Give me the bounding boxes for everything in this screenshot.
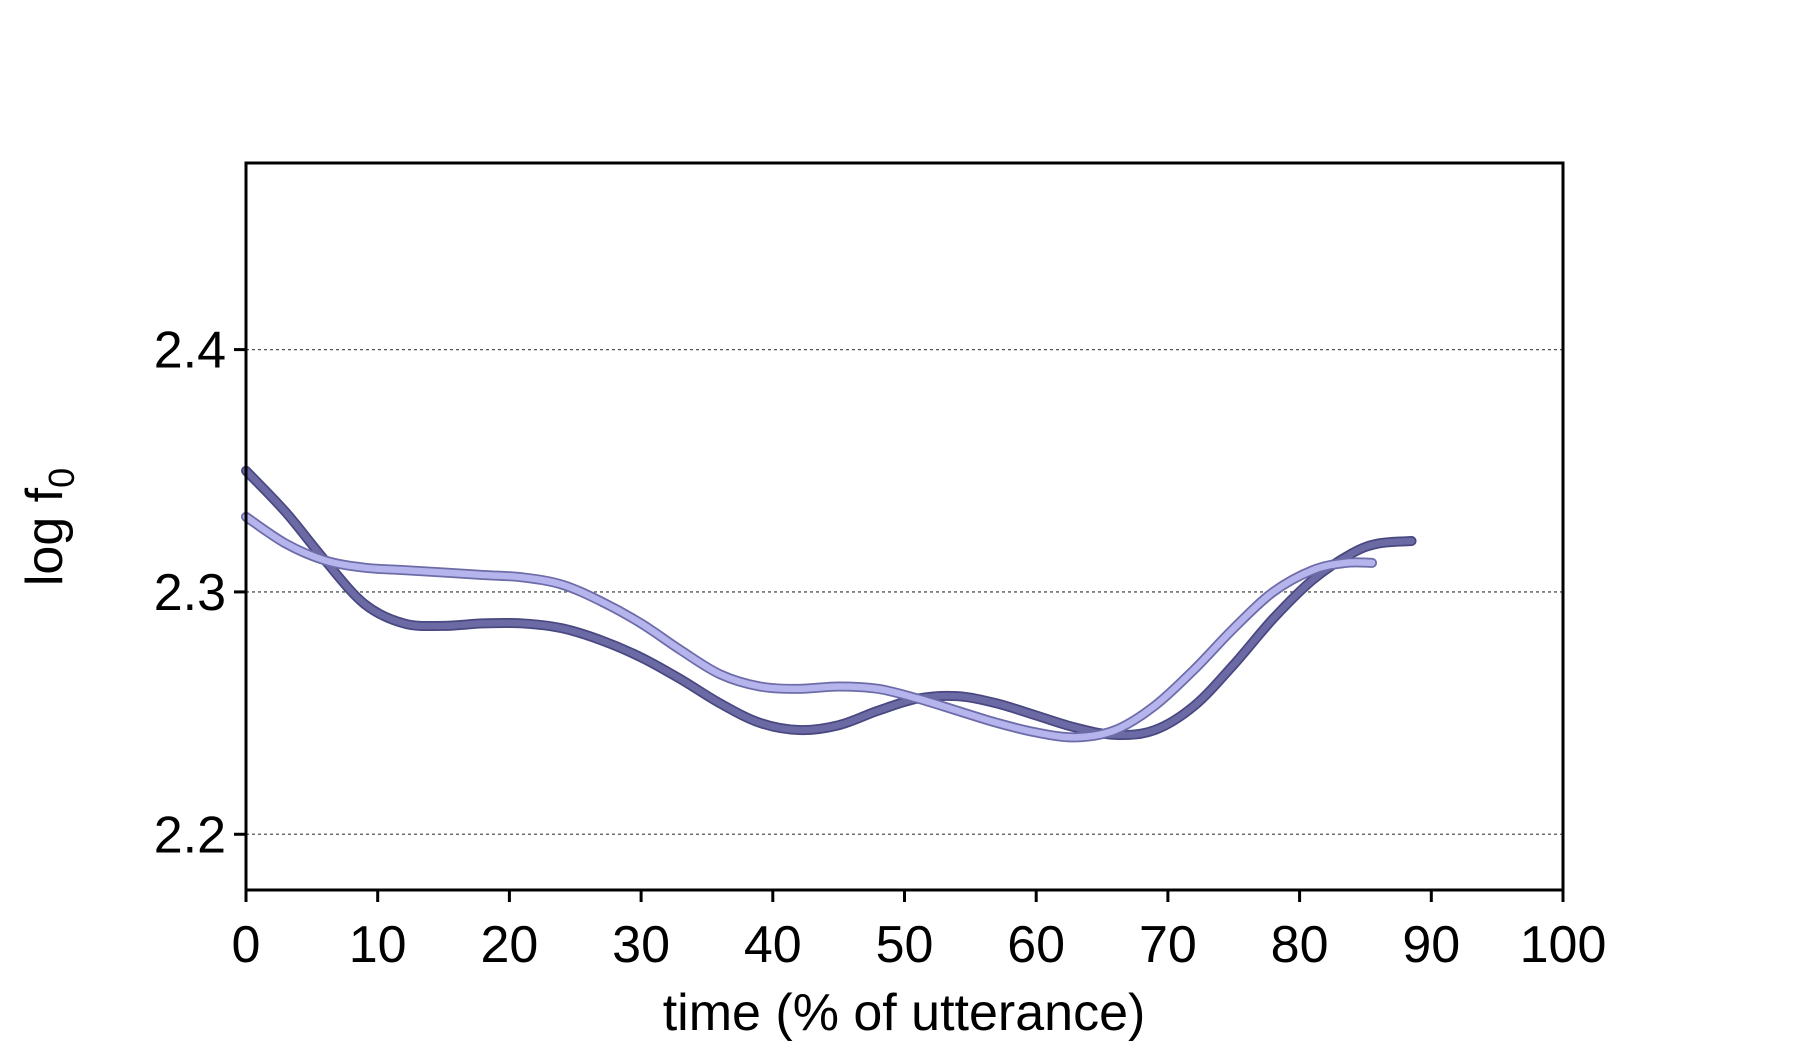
x-tick-label: 20	[480, 916, 538, 974]
x-tick-label: 0	[232, 916, 261, 974]
x-axis-title: time (% of utterance)	[663, 984, 1146, 1042]
x-tick-label: 40	[744, 916, 802, 974]
x-tick-label: 100	[1520, 916, 1607, 974]
x-tick-label: 60	[1007, 916, 1065, 974]
x-axis: 0 10 20 30 40 50 60 70 80 90 100	[232, 890, 1607, 974]
series-2-line	[242, 513, 1376, 741]
series-1-line	[242, 467, 1415, 739]
gridlines	[246, 348, 1563, 835]
x-tick-label: 10	[349, 916, 407, 974]
x-tick-label: 30	[612, 916, 670, 974]
series-1-outline	[241, 465, 1417, 741]
plot-frame	[244, 161, 1565, 892]
x-tick-label: 70	[1139, 916, 1197, 974]
y-tick-label: 2.3	[154, 564, 226, 622]
series-group	[241, 465, 1417, 743]
x-tick-label: 80	[1271, 916, 1329, 974]
y-axis: 2.2 2.3 2.4	[154, 322, 246, 864]
y-axis-title-main: log f	[16, 487, 74, 586]
x-tick-label: 50	[876, 916, 934, 974]
y-axis-title: log f0	[16, 468, 82, 586]
x-tick-label: 90	[1402, 916, 1460, 974]
y-axis-title-subscript: 0	[41, 468, 82, 488]
y-tick-label: 2.2	[154, 806, 226, 864]
y-tick-label: 2.4	[154, 322, 226, 380]
